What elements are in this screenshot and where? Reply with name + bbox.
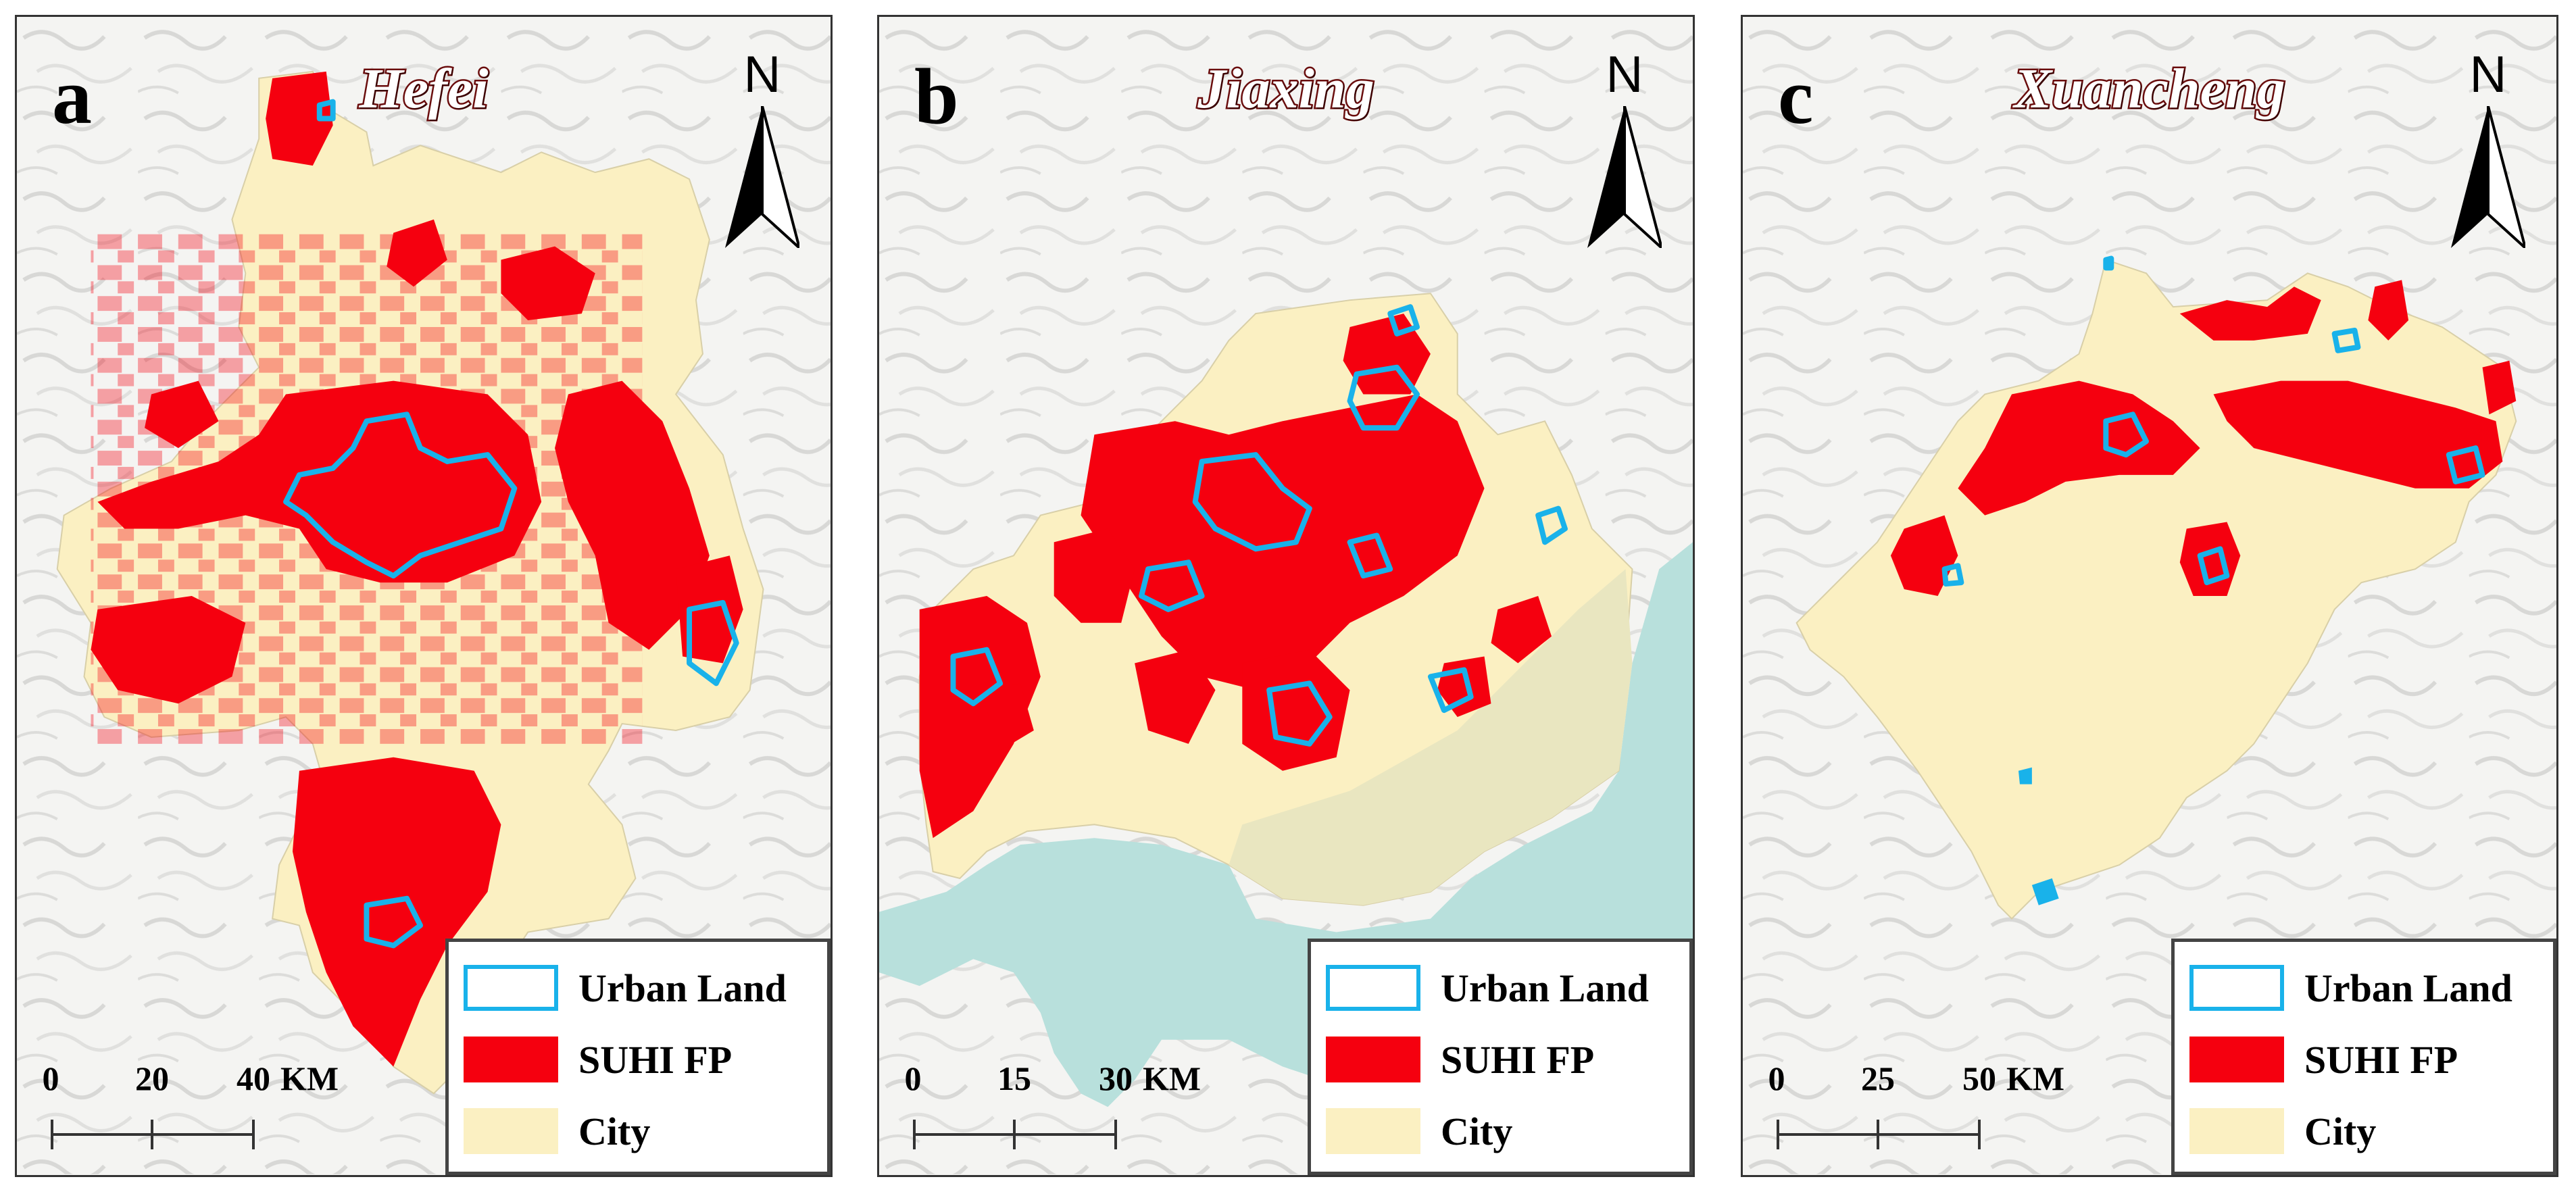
scale-unit: KM [1143, 1059, 1202, 1097]
urban-land-jiaxing [950, 304, 1568, 747]
scale-mark [1877, 1120, 1879, 1149]
map-canvas-hefei [17, 18, 831, 1174]
scale-tick-label: 0 [1768, 1059, 1785, 1097]
legend-item-city: City [2189, 1108, 2376, 1154]
north-label: N [2469, 46, 2507, 103]
urban-land-xuancheng [1941, 255, 2485, 587]
scale-bar: 0 15 30 KM [905, 1059, 1210, 1160]
urban-land-swatch [1326, 965, 1420, 1011]
scale-tick-label: 40 [237, 1059, 270, 1097]
scale-bar: 0 25 50 KM [1768, 1059, 2074, 1160]
north-arrow-icon [725, 106, 799, 248]
panel-label: a [52, 52, 92, 141]
north-label: N [743, 46, 781, 103]
urban-land-fill-xuancheng [2018, 767, 2059, 905]
map-panel-jiaxing: b Jiaxing N 0 15 30 KM Urban Land SUHI F… [877, 15, 1695, 1177]
panel-title: Jiaxing [1196, 56, 1376, 122]
map-panel-hefei: a Hefei N 0 20 40 KM Urban Land SUHI FP … [15, 15, 833, 1177]
legend-item-city: City [464, 1108, 650, 1154]
scale-mark [1978, 1120, 1981, 1149]
coastal-plain [1229, 569, 1633, 905]
legend-item-urban: Urban Land [464, 965, 787, 1011]
legend-label: Urban Land [578, 966, 787, 1010]
suhi-fp-swatch [2189, 1037, 2284, 1082]
legend-item-suhi: SUHI FP [464, 1037, 732, 1082]
legend-label: City [2304, 1109, 2377, 1153]
legend-label: City [578, 1109, 651, 1153]
scale-mark [1114, 1120, 1117, 1149]
scale-tick-label: 50 [1962, 1059, 1996, 1097]
north-label: N [1606, 46, 1643, 103]
legend-label: Urban Land [1441, 966, 1649, 1010]
legend-item-city: City [1326, 1108, 1512, 1154]
scale-tick-label: 0 [42, 1059, 59, 1097]
panel-title: Xuancheng [2012, 56, 2287, 122]
panel-title: Hefei [357, 56, 490, 122]
north-arrow: N [2444, 45, 2532, 248]
map-legend: Urban Land SUHI FP City [1308, 939, 1693, 1175]
suhi-fp-swatch [1326, 1037, 1420, 1082]
panel-label: b [914, 52, 959, 141]
scale-tick-label: 0 [904, 1059, 922, 1097]
suhi-fp-swatch [464, 1037, 558, 1082]
legend-item-urban: Urban Land [2189, 965, 2512, 1011]
scale-mark [913, 1120, 916, 1149]
scale-mark [252, 1120, 255, 1149]
map-panel-xuancheng: c Xuancheng N 0 25 50 KM Urban Land SUHI… [1741, 15, 2558, 1177]
scale-bar: 0 20 40 KM [43, 1059, 348, 1160]
suhi-scatter-hefei [91, 232, 643, 744]
legend-label: Urban Land [2304, 966, 2512, 1010]
city-swatch [2189, 1108, 2284, 1154]
north-arrow: N [1581, 45, 1668, 248]
legend-item-suhi: SUHI FP [2189, 1037, 2458, 1082]
legend-label: SUHI FP [2304, 1037, 2458, 1082]
legend-item-suhi: SUHI FP [1326, 1037, 1594, 1082]
scale-unit: KM [2006, 1059, 2065, 1097]
scale-tick-label: 30 [1099, 1059, 1133, 1097]
legend-label: SUHI FP [1441, 1037, 1595, 1082]
urban-land-swatch [2189, 965, 2284, 1011]
city-swatch [464, 1108, 558, 1154]
map-legend: Urban Land SUHI FP City [2171, 939, 2556, 1175]
city-swatch [1326, 1108, 1420, 1154]
scale-mark [151, 1120, 153, 1149]
legend-label: City [1441, 1109, 1513, 1153]
scale-mark [1013, 1120, 1016, 1149]
urban-land-hefei [283, 99, 739, 949]
scale-unit: KM [280, 1059, 339, 1097]
urban-land-swatch [464, 965, 558, 1011]
legend-item-urban: Urban Land [1326, 965, 1649, 1011]
scale-tick-label: 15 [997, 1059, 1031, 1097]
north-arrow-icon [1587, 106, 1662, 248]
scale-mark [51, 1120, 53, 1149]
map-legend: Urban Land SUHI FP City [445, 939, 831, 1175]
legend-label: SUHI FP [578, 1037, 733, 1082]
panel-label: c [1778, 52, 1814, 141]
scale-tick-label: 20 [135, 1059, 169, 1097]
north-arrow-icon [2451, 106, 2525, 248]
scale-mark [1777, 1120, 1779, 1149]
north-arrow: N [718, 45, 806, 248]
scale-tick-label: 25 [1861, 1059, 1895, 1097]
suhi-fp-xuancheng [1890, 280, 2517, 596]
